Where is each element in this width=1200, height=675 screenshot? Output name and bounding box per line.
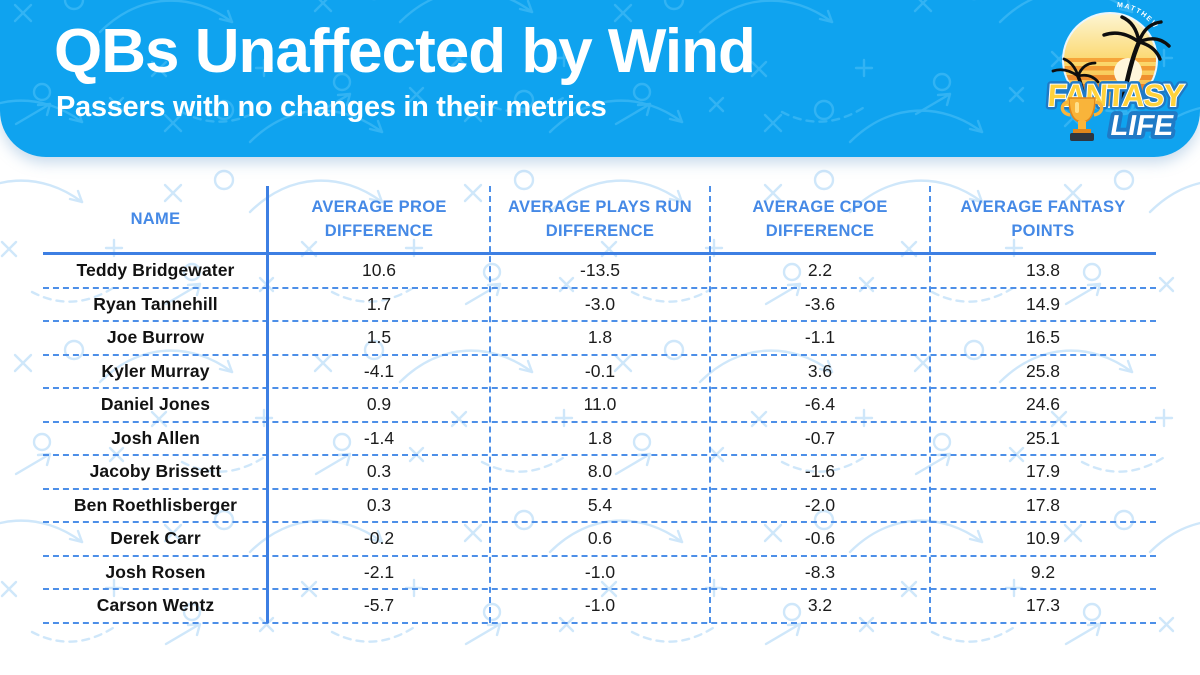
proe-diff: 1.5 [366, 327, 392, 348]
cpoe-diff: 2.2 [807, 260, 833, 281]
column-header-fantasy: AVERAGE FANTASY POINTS [960, 198, 1126, 240]
column-divider [709, 186, 711, 623]
table-row: Josh Rosen -2.1 -1.0 -8.3 9.2 [43, 557, 1156, 590]
column-header-cpoe: AVERAGE CPOE DIFFERENCE [752, 198, 888, 240]
column-divider [929, 186, 931, 623]
fantasy-pts: 17.9 [1025, 461, 1061, 482]
plays-diff: 1.8 [587, 327, 613, 348]
column-header-name: NAME [130, 210, 181, 228]
cpoe-diff: -1.6 [804, 461, 836, 482]
player-name: Josh Allen [111, 427, 200, 448]
table-row: Joe Burrow 1.5 1.8 -1.1 16.5 [43, 322, 1156, 356]
cpoe-diff: -3.6 [804, 293, 836, 314]
cpoe-diff: -0.6 [804, 528, 836, 549]
player-name: Joe Burrow [106, 327, 205, 348]
proe-diff: -4.1 [363, 360, 395, 381]
fantasy-pts: 13.8 [1025, 260, 1061, 281]
fantasy-pts: 16.5 [1025, 327, 1061, 348]
proe-diff: 10.6 [361, 260, 397, 281]
plays-diff: -13.5 [580, 260, 620, 281]
player-name: Josh Rosen [105, 561, 206, 582]
player-name: Teddy Bridgewater [76, 260, 235, 281]
fantasy-pts: 10.9 [1025, 528, 1061, 549]
player-name: Carson Wentz [96, 595, 215, 616]
player-name: Daniel Jones [100, 394, 211, 415]
cpoe-diff: -6.4 [804, 394, 836, 415]
table-row: Derek Carr -0.2 0.6 -0.6 10.9 [43, 523, 1156, 557]
player-name: Ben Roethlisberger [73, 494, 238, 515]
logo-life-text: LIFE LIFE [1104, 106, 1180, 146]
cpoe-diff: 3.2 [807, 595, 833, 616]
fantasy-pts: 9.2 [1030, 561, 1056, 582]
proe-diff: -5.7 [363, 595, 395, 616]
fantasy-pts: 25.1 [1025, 427, 1061, 448]
cpoe-diff: -2.0 [804, 494, 836, 515]
proe-diff: -2.1 [363, 561, 395, 582]
table-row: Ryan Tannehill 1.7 -3.0 -3.6 14.9 [43, 289, 1156, 322]
fantasy-life-logo: MATTHEW BERRY'S FANTASY FANTASY [1042, 2, 1189, 146]
fantasy-pts: 17.3 [1025, 595, 1061, 616]
fantasy-pts: 14.9 [1025, 293, 1061, 314]
column-divider [489, 186, 491, 623]
column-header-proe: AVERAGE PROE DIFFERENCE [311, 198, 447, 240]
proe-diff: 0.3 [366, 494, 392, 515]
table-row: Ben Roethlisberger 0.3 5.4 -2.0 17.8 [43, 490, 1156, 523]
proe-diff: 0.9 [366, 394, 392, 415]
palm-trees [1051, 15, 1171, 116]
table-row: Jacoby Brissett 0.3 8.0 -1.6 17.9 [43, 456, 1156, 490]
cpoe-diff: -0.7 [804, 427, 836, 448]
plays-diff: 0.6 [587, 528, 613, 549]
name-column-divider [266, 186, 269, 623]
proe-diff: 1.7 [366, 293, 392, 314]
plays-diff: -3.0 [584, 293, 616, 314]
svg-text:LIFE: LIFE [1108, 110, 1176, 142]
player-name: Derek Carr [110, 528, 201, 549]
qb-wind-table: NAME AVERAGE PROE DIFFERENCE AVERAGE PLA… [43, 186, 1156, 624]
plays-diff: 11.0 [583, 394, 617, 415]
table-header-row: NAME AVERAGE PROE DIFFERENCE AVERAGE PLA… [43, 186, 1156, 252]
svg-text:LIFE: LIFE [1108, 110, 1176, 142]
table-row: Kyler Murray -4.1 -0.1 3.6 25.8 [43, 356, 1156, 389]
fantasy-pts: 17.8 [1025, 494, 1061, 515]
player-name: Kyler Murray [101, 360, 210, 381]
proe-diff: -1.4 [363, 427, 395, 448]
trophy-icon [1060, 97, 1104, 141]
table-row: Daniel Jones 0.9 11.0 -6.4 24.6 [43, 389, 1156, 423]
table-row: Teddy Bridgewater 10.6 -13.5 2.2 13.8 [43, 255, 1156, 289]
plays-diff: -1.0 [584, 595, 616, 616]
cpoe-diff: -1.1 [804, 327, 836, 348]
header-divider-line [43, 252, 1156, 255]
table-row: Carson Wentz -5.7 -1.0 3.2 17.3 [43, 590, 1156, 624]
table-row: Josh Allen -1.4 1.8 -0.7 25.1 [43, 423, 1156, 456]
plays-diff: 8.0 [587, 461, 613, 482]
page-title: QBs Unaffected by Wind [54, 17, 756, 86]
cpoe-diff: -8.3 [804, 561, 836, 582]
svg-text:FANTASY: FANTASY [1047, 78, 1186, 113]
fantasy-pts: 24.6 [1025, 394, 1061, 415]
logo-fantasy-text: FANTASY FANTASY [1043, 75, 1189, 117]
plays-diff: 1.8 [587, 427, 613, 448]
plays-diff: -1.0 [584, 561, 616, 582]
header-banner: QBs Unaffected by Wind Passers with no c… [0, 0, 1200, 157]
svg-text:FANTASY: FANTASY [1047, 78, 1186, 113]
proe-diff: -0.2 [363, 528, 395, 549]
proe-diff: 0.3 [366, 461, 392, 482]
fantasy-pts: 25.8 [1025, 360, 1061, 381]
column-header-plays: AVERAGE PLAYS RUN DIFFERENCE [508, 198, 692, 240]
plays-diff: -0.1 [584, 360, 616, 381]
player-name: Ryan Tannehill [93, 293, 218, 314]
plays-diff: 5.4 [587, 494, 613, 515]
page-subtitle: Passers with no changes in their metrics [56, 91, 607, 123]
player-name: Jacoby Brissett [89, 461, 222, 482]
cpoe-diff: 3.6 [807, 360, 833, 381]
